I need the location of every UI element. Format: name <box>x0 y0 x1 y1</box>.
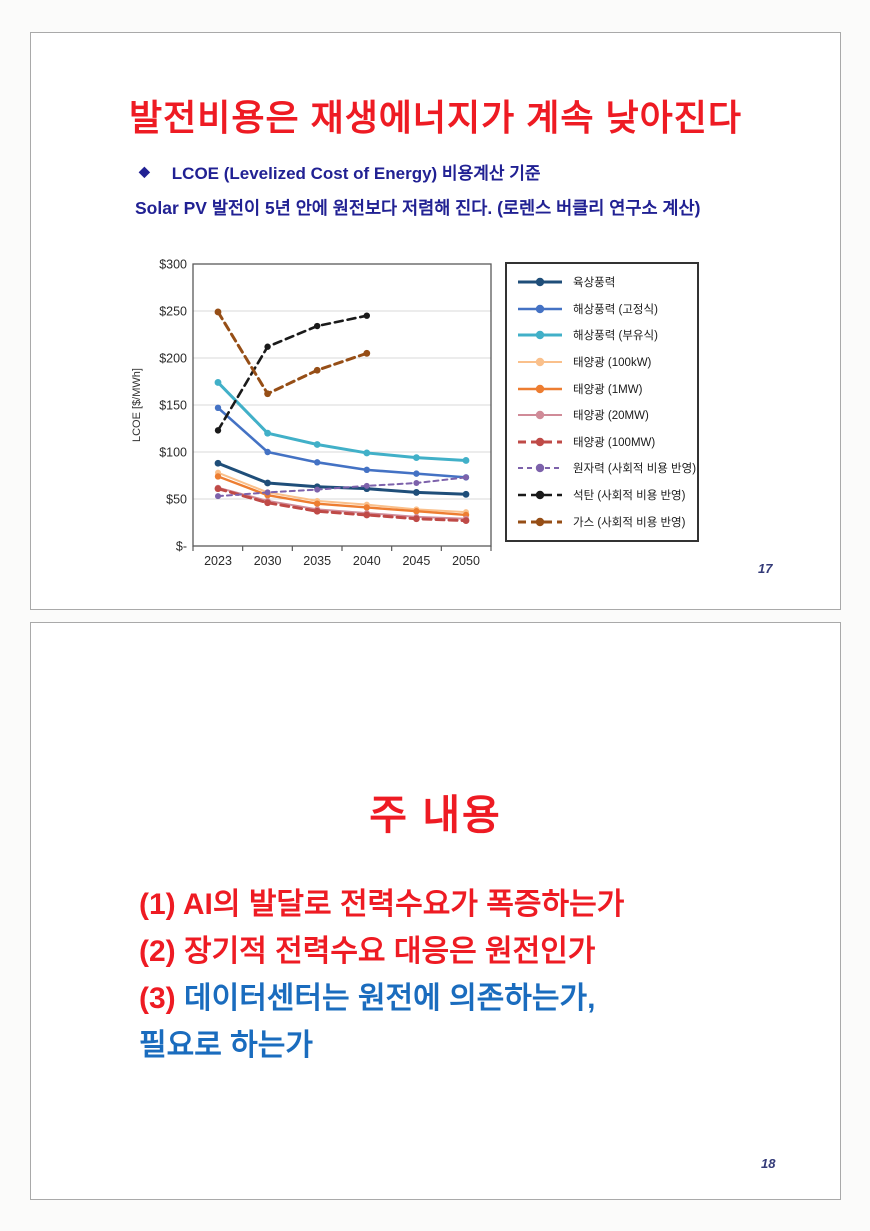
legend-label: 육상풍력 <box>573 277 616 290</box>
legend-line-sample <box>518 304 562 314</box>
svg-text:$100: $100 <box>159 446 187 460</box>
diamond-bullet-icon: ◆ <box>139 163 150 179</box>
content-line-3: (3) 데이터센터는 원전에 의존하는가, <box>139 975 799 1022</box>
line-chart-plot: $- $50 $100 $150 $200 $250 $300 2023 2030 2035 204… <box>159 258 492 568</box>
svg-text:$50: $50 <box>166 493 187 507</box>
svg-text:2023: 2023 <box>204 554 232 568</box>
content-line-3-number: (3) <box>139 982 176 1015</box>
legend-line-sample <box>518 278 562 287</box>
svg-text:2035: 2035 <box>303 554 331 568</box>
legend-item: 해상풍력 (고정식) <box>517 301 697 317</box>
bullet-item: ◆ LCOE (Levelized Cost of Energy) 비용계산 기… <box>139 159 541 184</box>
legend-label: 태양광 (1MW) <box>573 383 643 396</box>
legend-label: 태양광 (100kW) <box>573 357 652 370</box>
legend-item: 육상풍력 <box>517 274 697 290</box>
legend-label: 가스 (사회적 비용 반영) <box>573 516 686 529</box>
legend-label: 태양광 (20MW) <box>573 410 649 423</box>
page-number: 18 <box>761 1156 776 1171</box>
content-line-3-text: 데이터센터는 원전에 의존하는가, <box>175 982 596 1015</box>
legend-label: 해상풍력 (고정식) <box>573 303 658 316</box>
svg-text:$-: $- <box>176 540 187 554</box>
svg-text:2045: 2045 <box>402 554 430 568</box>
legend-line-sample <box>518 517 562 526</box>
legend-item: 태양광 (100MW) <box>517 434 697 450</box>
legend-line-sample <box>518 437 562 447</box>
bullet-label: LCOE (Levelized Cost of Energy) 비용계산 기준 <box>171 164 541 183</box>
svg-text:$300: $300 <box>159 258 187 272</box>
slide-18-card: 주 내용 (1) AI의 발달로 전력수요가 폭증하는가 (2) 장기적 전력수… <box>30 622 841 1200</box>
legend-line-sample <box>518 384 562 393</box>
svg-text:$150: $150 <box>159 399 187 413</box>
svg-text:2050: 2050 <box>452 554 480 568</box>
content-line-1: (1) AI의 발달로 전력수요가 폭증하는가 <box>139 888 625 921</box>
legend-line-sample <box>518 411 562 420</box>
svg-text:2030: 2030 <box>254 554 282 568</box>
legend-line-sample <box>518 331 562 340</box>
lcoe-chart: LCOE [$/MWh] $- $50 $100 $150 $200 $250 $300 20… <box>129 255 699 577</box>
legend-label: 해상풍력 (부유식) <box>573 330 658 343</box>
content-list: (1) AI의 발달로 전력수요가 폭증하는가 (2) 장기적 전력수요 대응은… <box>139 881 799 1069</box>
legend-item: 태양광 (20MW) <box>517 407 697 423</box>
y-axis-label: LCOE [$/MWh] <box>131 368 143 442</box>
legend-label: 원자력 (사회적 비용 반영) <box>573 463 697 476</box>
svg-text:$200: $200 <box>159 352 187 366</box>
content-line-2: (2) 장기적 전력수요 대응은 원전인가 <box>139 935 596 968</box>
page-number: 17 <box>758 561 773 576</box>
subtitle-text: Solar PV 발전이 5년 안에 원전보다 저렴해 진다. (로렌스 버클리… <box>135 198 701 218</box>
legend-item: 원자력 (사회적 비용 반영) <box>517 460 697 476</box>
slide-17-card: 발전비용은 재생에너지가 계속 낮아진다 ◆ LCOE (Levelized C… <box>30 32 841 610</box>
legend-line-sample <box>518 490 562 500</box>
legend-line-sample <box>518 357 562 367</box>
legend-label: 태양광 (100MW) <box>573 436 656 449</box>
svg-text:$250: $250 <box>159 305 187 319</box>
content-line-4: 필요로 하는가 <box>139 1029 313 1062</box>
legend-line-sample <box>518 464 562 473</box>
legend-label: 석탄 (사회적 비용 반영) <box>573 490 686 503</box>
legend-item: 태양광 (100kW) <box>517 354 697 370</box>
slide-title: 주 내용 <box>369 792 502 838</box>
slide-title: 발전비용은 재생에너지가 계속 낮아진다 <box>128 97 743 138</box>
legend-item: 태양광 (1MW) <box>517 381 697 397</box>
svg-text:2040: 2040 <box>353 554 381 568</box>
legend-item: 해상풍력 (부유식) <box>517 327 697 343</box>
legend-item: 가스 (사회적 비용 반영) <box>517 514 697 530</box>
legend-item: 석탄 (사회적 비용 반영) <box>517 487 697 503</box>
